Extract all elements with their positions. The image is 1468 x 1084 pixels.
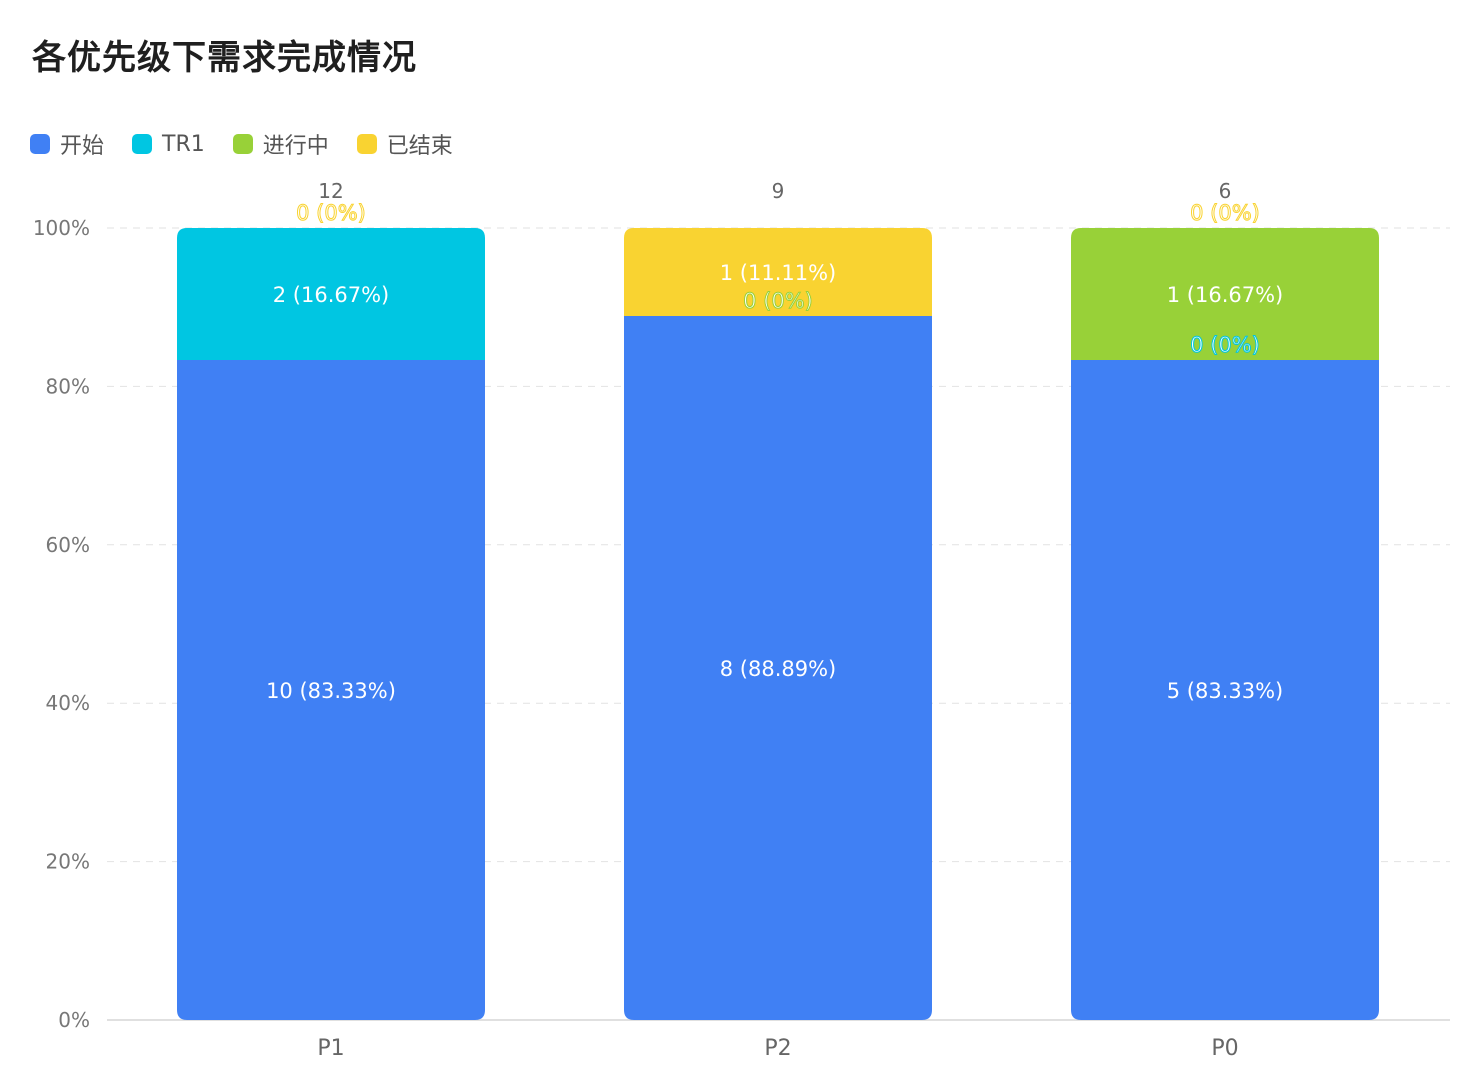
x-tick-label: P2 (764, 1036, 791, 1061)
legend-label-finished: 已结束 (386, 134, 453, 159)
bar-segment (177, 228, 485, 360)
y-tick-label: 0% (58, 1008, 90, 1032)
data-label-zero: 0 (0%) (1190, 201, 1260, 225)
y-tick-label: 60% (46, 533, 90, 557)
data-label: 1 (16.67%) (1167, 283, 1284, 307)
chart-title: 各优先级下需求完成情况 (32, 38, 417, 78)
bar-segment (1071, 228, 1379, 360)
legend-swatch-in-progress (232, 134, 253, 154)
x-tick-label: P0 (1211, 1036, 1238, 1061)
bar-total-label: 12 (318, 179, 343, 203)
data-label-zero: 0 (0%) (296, 201, 366, 225)
legend-label-start: 开始 (60, 134, 105, 159)
y-tick-label: 20% (46, 850, 90, 874)
data-label-zero: 0 (0%) (1190, 333, 1260, 357)
data-label: 10 (83.33%) (266, 679, 396, 703)
legend-item-finished[interactable]: 已结束 (356, 128, 453, 160)
legend-swatch-tr1 (132, 134, 153, 154)
data-label: 1 (11.11%) (720, 261, 837, 285)
bar-segment (1071, 360, 1379, 1020)
legend-swatch-finished (356, 134, 377, 154)
legend-label-tr1: TR1 (162, 131, 205, 157)
x-tick-label: P1 (317, 1036, 344, 1061)
legend-item-start[interactable]: 开始 (30, 128, 104, 160)
legend: 开始 TR1 进行中 已结束 (30, 128, 481, 160)
legend-item-in-progress[interactable]: 进行中 (232, 128, 329, 160)
bar-segment (624, 228, 932, 316)
legend-label-in-progress: 进行中 (262, 134, 329, 159)
data-label: 2 (16.67%) (273, 283, 390, 307)
data-label: 8 (88.89%) (720, 657, 837, 681)
bar-segment (624, 316, 932, 1020)
y-tick-label: 100% (33, 216, 90, 240)
y-tick-label: 40% (46, 691, 90, 715)
y-tick-label: 80% (46, 374, 90, 398)
legend-item-tr1[interactable]: TR1 (132, 132, 205, 157)
bar-segment (177, 360, 485, 1020)
data-label: 5 (83.33%) (1167, 679, 1284, 703)
bar-total-label: 6 (1219, 179, 1232, 203)
data-label-zero: 0 (0%) (743, 289, 813, 313)
legend-swatch-start (30, 134, 50, 154)
bar-total-label: 9 (772, 179, 785, 203)
